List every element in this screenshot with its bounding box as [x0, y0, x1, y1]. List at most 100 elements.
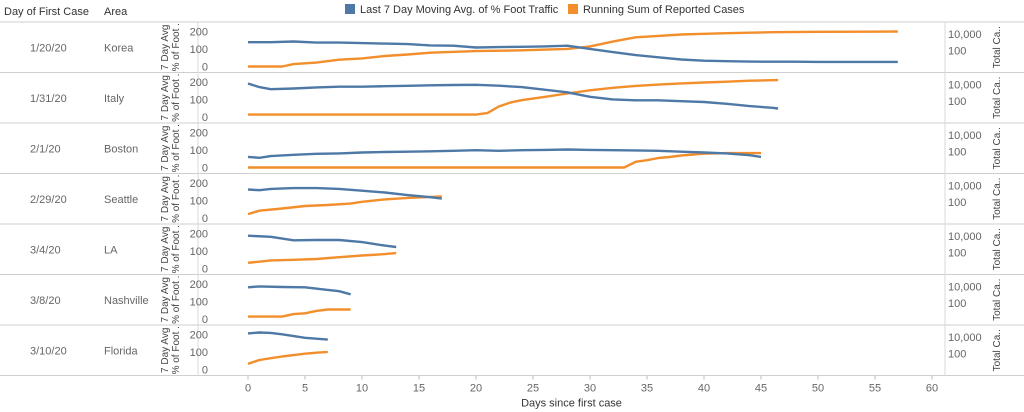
row-day-of-first-case: 1/20/20: [30, 42, 67, 54]
left-axis-title-line-2: % of Foot .: [171, 326, 182, 374]
left-tick-label: 100: [190, 195, 208, 207]
row-area: Nashville: [104, 295, 149, 307]
series-foot-traffic-boston: [247, 148, 762, 160]
right-axis-title: Total Ca..: [992, 178, 1003, 220]
right-axis-title: Total Ca..: [992, 26, 1003, 68]
left-tick-label: 100: [190, 246, 208, 258]
series-cases-italy: [248, 78, 779, 116]
series-foot-traffic-la: [247, 234, 397, 249]
left-tick-label: 0: [202, 62, 208, 74]
left-tick-label: 200: [190, 329, 208, 341]
x-tick-label: 10: [356, 383, 368, 395]
panel-korea: 1/20/20 Korea 7 Day Avg% of Foot . 200 100 0 1…: [0, 21, 1024, 74]
left-axis-title-line-1: 7 Day Avg: [160, 277, 171, 322]
series-cases-florida: [247, 350, 328, 365]
left-axis-title-line-1: 7 Day Avg: [160, 25, 171, 70]
left-tick-label: 200: [190, 26, 208, 38]
legend-label-1: Last 7 Day Moving Avg. of % Foot Traffic: [360, 4, 559, 16]
row-day-of-first-case: 3/10/20: [30, 345, 67, 357]
left-axis-title-line-2: % of Foot .: [171, 225, 182, 273]
right-tick-label: 100: [948, 45, 966, 57]
panels: 1/20/20 Korea 7 Day Avg% of Foot . 20010001…: [0, 21, 1024, 377]
series-cases-la: [247, 251, 397, 264]
series-cases-boston: [248, 151, 761, 169]
right-tick-label: 100: [948, 96, 966, 108]
left-axis-title-line-2: % of Foot .: [171, 23, 182, 71]
panel-la: 3/4/20 LA 7 Day Avg% of Foot . 200 100 0 10,00…: [0, 224, 1024, 276]
right-axis-title: Total Ca..: [992, 77, 1003, 119]
header-day-of-first-case: Day of First Case: [4, 6, 89, 18]
x-tick-label: 15: [413, 383, 425, 395]
series-cases-seattle: [247, 195, 442, 216]
left-tick-label: 0: [202, 163, 208, 175]
legend: Last 7 Day Moving Avg. of % Foot Traffic…: [345, 4, 745, 16]
x-tick-label: 50: [812, 383, 824, 395]
legend-label-2: Running Sum of Reported Cases: [583, 4, 745, 16]
row-day-of-first-case: 3/8/20: [30, 295, 61, 307]
left-tick-label: 100: [190, 296, 208, 308]
left-tick-label: 100: [190, 347, 208, 359]
right-tick-label: 10,000: [948, 29, 982, 41]
left-tick-label: 200: [190, 279, 208, 291]
series-foot-traffic-florida: [247, 331, 328, 341]
x-axis-title: Days since first case: [521, 398, 622, 410]
right-tick-label: 100: [948, 197, 966, 209]
x-tick-label: 5: [302, 383, 308, 395]
right-tick-label: 100: [948, 348, 966, 360]
right-tick-label: 100: [948, 298, 966, 310]
right-tick-label: 10,000: [948, 130, 982, 142]
left-tick-label: 200: [190, 127, 208, 139]
left-axis-title-line-2: % of Foot .: [171, 175, 182, 223]
row-day-of-first-case: 3/4/20: [30, 244, 61, 256]
x-tick-label: 25: [527, 383, 539, 395]
left-tick-label: 100: [190, 44, 208, 56]
right-tick-label: 10,000: [948, 282, 982, 294]
row-area: Seattle: [104, 194, 138, 206]
row-area: LA: [104, 244, 118, 256]
x-tick-label: 40: [698, 383, 710, 395]
x-tick-label: 60: [926, 383, 938, 395]
left-tick-label: 100: [190, 145, 208, 157]
x-tick-label: 20: [470, 383, 482, 395]
row-day-of-first-case: 2/29/20: [30, 194, 67, 206]
x-tick-label: 0: [245, 383, 251, 395]
panel-seattle: 2/29/20 Seattle 7 Day Avg% of Foot . 200 100…: [0, 173, 1024, 225]
row-day-of-first-case: 2/1/20: [30, 143, 61, 155]
series-foot-traffic-nashville: [247, 285, 351, 296]
left-tick-label: 200: [190, 228, 208, 240]
right-tick-label: 10,000: [948, 332, 982, 344]
right-axis-title: Total Ca..: [992, 329, 1003, 371]
row-area: Korea: [104, 42, 134, 54]
row-area: Italy: [104, 93, 125, 105]
left-tick-label: 0: [202, 213, 208, 225]
left-axis-title-line-1: 7 Day Avg: [160, 75, 171, 120]
x-tick-label: 45: [755, 383, 767, 395]
x-tick-label: 55: [869, 383, 881, 395]
left-axis-title-line-2: % of Foot .: [171, 74, 182, 122]
right-axis-title: Total Ca..: [992, 228, 1003, 270]
series-foot-traffic-seattle: [247, 186, 442, 200]
left-tick-label: 0: [202, 264, 208, 276]
header-area: Area: [104, 6, 128, 18]
panel-nashville: 3/8/20 Nashville 7 Day Avg% of Foot . 200 10…: [0, 274, 1024, 326]
left-tick-label: 0: [202, 365, 208, 377]
legend-swatch-1: [345, 4, 355, 14]
series-foot-traffic-italy: [247, 82, 779, 110]
left-axis-title-line-1: 7 Day Avg: [160, 227, 171, 272]
left-axis-title-line-1: 7 Day Avg: [160, 126, 171, 171]
panel-italy: 1/31/20 Italy 7 Day Avg% of Foot . 200 100 0 1…: [0, 72, 1024, 124]
left-axis-title-line-2: % of Foot .: [171, 276, 182, 324]
panel-florida: 3/10/20 Florida 7 Day Avg% of Foot . 200 100…: [0, 325, 1024, 377]
right-tick-label: 10,000: [948, 80, 982, 92]
right-tick-label: 10,000: [948, 181, 982, 193]
left-tick-label: 0: [202, 314, 208, 326]
left-axis-title-line-1: 7 Day Avg: [160, 176, 171, 221]
left-tick-label: 200: [190, 77, 208, 89]
x-axis: 0 5 10 15 20 25 30 35 40 45 50 55 60 Days since first…: [245, 375, 938, 410]
row-area: Boston: [104, 143, 138, 155]
legend-swatch-2: [568, 4, 578, 14]
right-tick-label: 100: [948, 146, 966, 158]
x-tick-label: 30: [584, 383, 596, 395]
left-tick-label: 0: [202, 112, 208, 124]
